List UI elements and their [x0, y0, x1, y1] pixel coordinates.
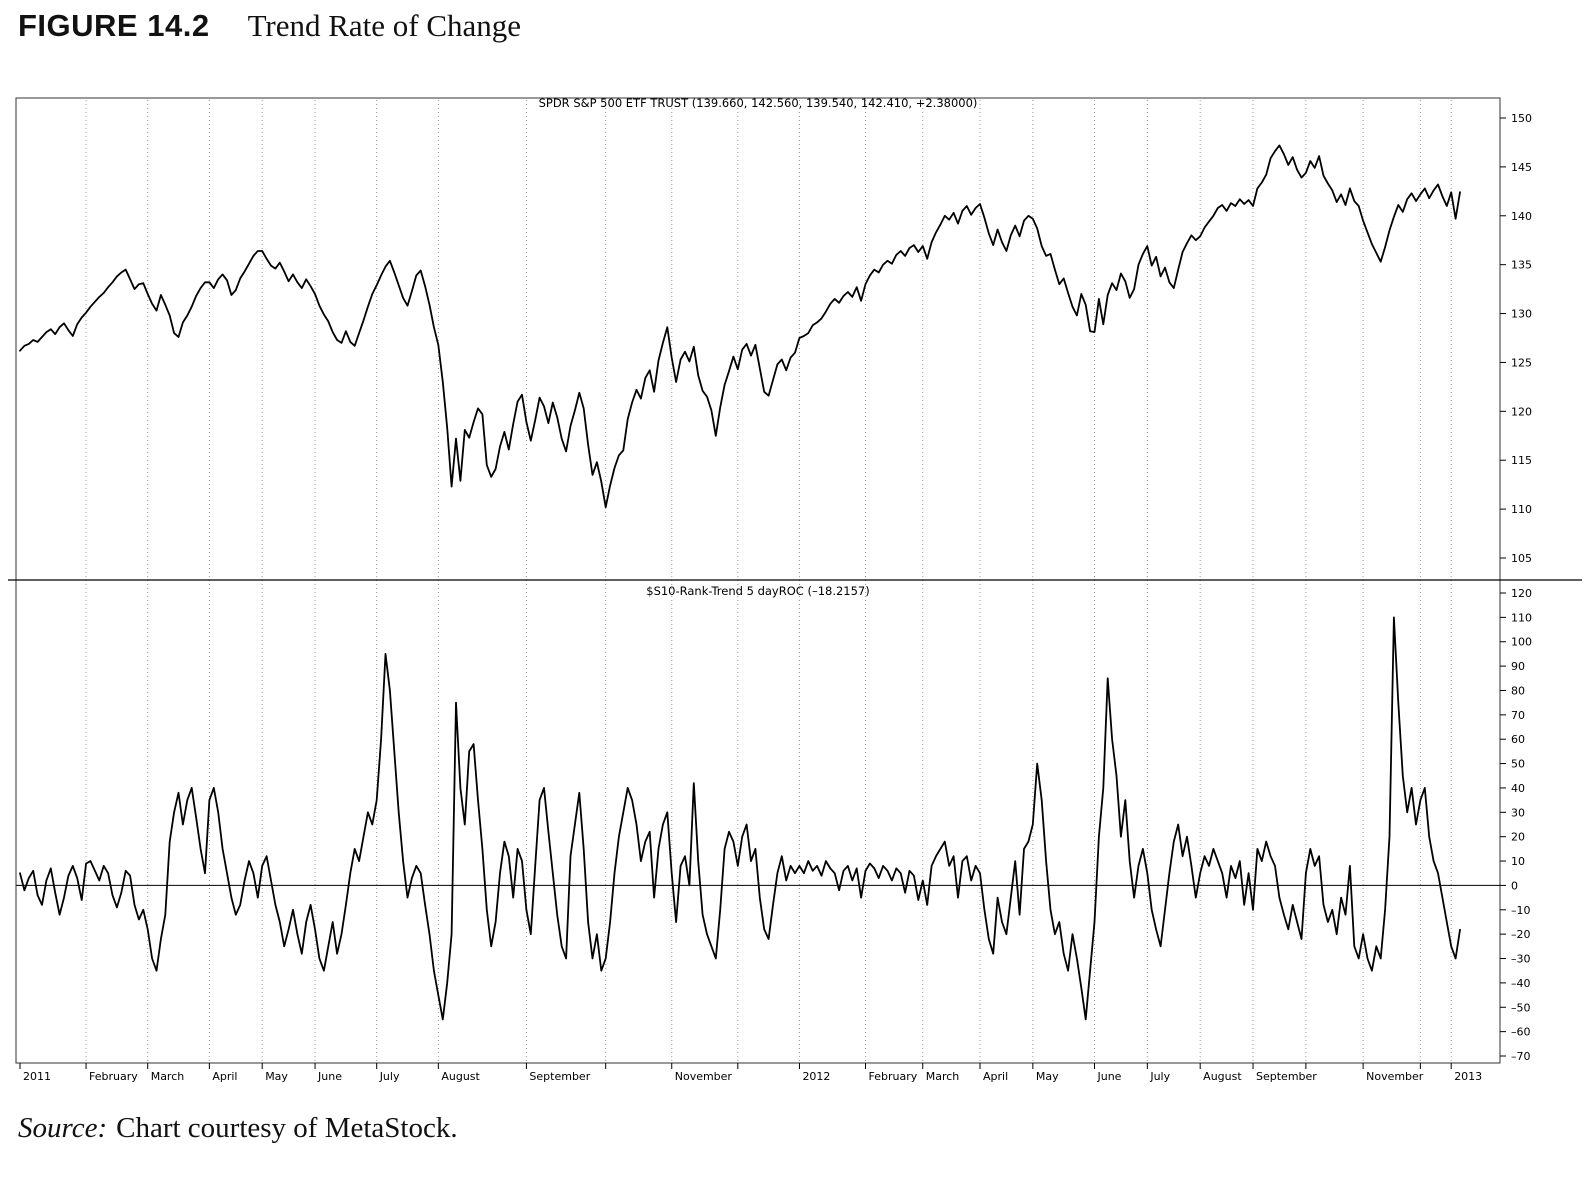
- svg-text:90: 90: [1511, 660, 1525, 673]
- figure-caption: FIGURE 14.2 Trend Rate of Change: [18, 8, 521, 44]
- svg-text:August: August: [441, 1070, 480, 1083]
- svg-text:March: March: [926, 1070, 960, 1083]
- svg-text:September: September: [1256, 1070, 1317, 1083]
- svg-text:July: July: [379, 1070, 400, 1083]
- svg-text:May: May: [1036, 1070, 1059, 1083]
- svg-text:105: 105: [1511, 552, 1532, 565]
- svg-text:140: 140: [1511, 210, 1532, 223]
- svg-text:May: May: [265, 1070, 288, 1083]
- svg-text:150: 150: [1511, 112, 1532, 125]
- source-prefix: Source:: [18, 1112, 108, 1144]
- svg-text:July: July: [1149, 1070, 1170, 1083]
- svg-text:10: 10: [1511, 855, 1525, 868]
- svg-text:100: 100: [1511, 636, 1532, 649]
- svg-text:–30: –30: [1511, 953, 1531, 966]
- chart: 105 110 115 120 125 130 135 140 145 150 –70 –60 –50–…: [8, 88, 1584, 1092]
- svg-text:130: 130: [1511, 308, 1532, 321]
- source-text: Chart courtesy of MetaStock.: [116, 1112, 458, 1144]
- svg-text:–60: –60: [1511, 1026, 1531, 1039]
- svg-text:60: 60: [1511, 733, 1525, 746]
- svg-text:120: 120: [1511, 587, 1532, 600]
- svg-text:20: 20: [1511, 831, 1525, 844]
- svg-text:April: April: [212, 1070, 237, 1083]
- svg-text:June: June: [1096, 1070, 1121, 1083]
- svg-text:2012: 2012: [802, 1070, 830, 1083]
- svg-text:50: 50: [1511, 758, 1525, 771]
- svg-text:110: 110: [1511, 503, 1532, 516]
- svg-text:135: 135: [1511, 259, 1532, 272]
- svg-text:2013: 2013: [1454, 1070, 1482, 1083]
- source-caption: Source: Chart courtesy of MetaStock.: [18, 1112, 458, 1145]
- svg-text:0: 0: [1511, 879, 1518, 892]
- svg-text:August: August: [1203, 1070, 1242, 1083]
- price-panel-title: SPDR S&P 500 ETF TRUST (139.660, 142.560…: [538, 96, 978, 110]
- svg-text:April: April: [983, 1070, 1008, 1083]
- svg-text:30: 30: [1511, 806, 1525, 819]
- svg-text:November: November: [675, 1070, 733, 1083]
- svg-text:February: February: [89, 1070, 138, 1083]
- svg-text:70: 70: [1511, 709, 1525, 722]
- svg-text:–70: –70: [1511, 1050, 1531, 1063]
- x-axis: 2011 February March April May June July August S…: [19, 1063, 1482, 1083]
- svg-text:110: 110: [1511, 611, 1532, 624]
- price-line: [19, 144, 1461, 509]
- svg-text:2011: 2011: [23, 1070, 51, 1083]
- svg-text:–20: –20: [1511, 928, 1531, 941]
- roc-line: [19, 616, 1461, 1021]
- svg-text:125: 125: [1511, 356, 1532, 369]
- svg-text:November: November: [1366, 1070, 1424, 1083]
- svg-text:120: 120: [1511, 405, 1532, 418]
- svg-text:145: 145: [1511, 161, 1532, 174]
- y-axis-roc: –70 –60 –50 –40 –30 –20 –10 0 10 20 30 40 50 60 70 80 90…: [1500, 587, 1532, 1063]
- chart-canvas: 105110115120125130135140145150–70–60–50–…: [8, 97, 1582, 1083]
- y-axis-price: 105 110 115 120 125 130 135 140 145 150: [1500, 112, 1532, 565]
- svg-text:March: March: [151, 1070, 185, 1083]
- svg-text:February: February: [869, 1070, 918, 1083]
- svg-text:–40: –40: [1511, 977, 1531, 990]
- figure-title: Trend Rate of Change: [247, 8, 522, 43]
- roc-panel-title: $S10-Rank-Trend 5 dayROC (–18.2157): [646, 584, 870, 598]
- svg-text:June: June: [317, 1070, 342, 1083]
- svg-text:–50: –50: [1511, 1001, 1531, 1014]
- svg-text:40: 40: [1511, 782, 1525, 795]
- svg-text:80: 80: [1511, 684, 1525, 697]
- figure-label: FIGURE 14.2: [18, 8, 210, 43]
- svg-text:September: September: [529, 1070, 590, 1083]
- svg-text:–10: –10: [1511, 904, 1531, 917]
- svg-text:115: 115: [1511, 454, 1532, 467]
